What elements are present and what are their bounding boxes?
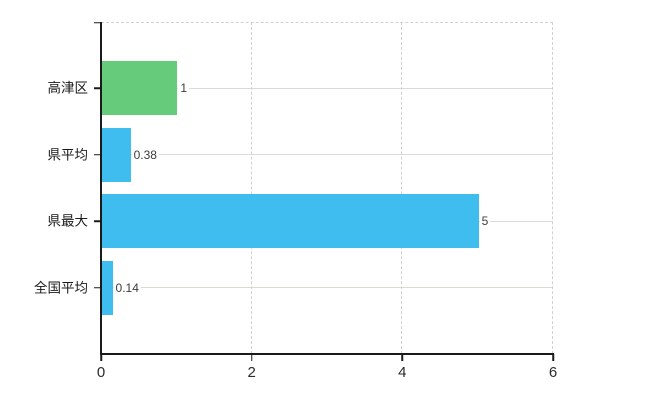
gridline-h: [101, 154, 553, 156]
bar-value-label: 0.14: [113, 280, 141, 295]
bar: [102, 260, 113, 315]
gridline-v: [401, 22, 403, 354]
bar: [102, 61, 178, 116]
x-axis-tick: [401, 354, 404, 361]
bar-value-label: 1: [178, 81, 190, 96]
x-axis-tick-label: 0: [96, 364, 106, 381]
category-label: 県平均: [47, 147, 89, 163]
x-axis-tick-label: 4: [398, 364, 407, 381]
axis-top-tick: [94, 22, 101, 24]
category-tick: [94, 286, 101, 289]
bar: [102, 194, 479, 249]
bar-value-label: 5: [479, 214, 491, 229]
category-tick: [94, 87, 101, 90]
category-label: 全国平均: [34, 279, 88, 295]
plot-area: [101, 22, 553, 354]
category-tick: [94, 154, 101, 156]
gridline-h: [101, 87, 553, 89]
x-axis-tick-label: 2: [247, 364, 256, 381]
x-axis-tick: [250, 354, 253, 361]
bar-value-label: 0.38: [131, 147, 159, 162]
gridline-h: [101, 287, 553, 289]
x-axis-tick-label: 6: [548, 364, 558, 381]
x-axis-line: [100, 353, 554, 355]
category-tick: [94, 220, 101, 222]
category-label: 高津区: [47, 80, 89, 96]
gridline-v: [250, 22, 252, 354]
y-axis-line: [100, 22, 102, 354]
x-axis-tick: [100, 354, 102, 361]
bar: [102, 127, 131, 182]
x-axis-tick: [552, 354, 554, 361]
category-label: 県最大: [47, 213, 89, 229]
gridline-v: [552, 22, 553, 354]
